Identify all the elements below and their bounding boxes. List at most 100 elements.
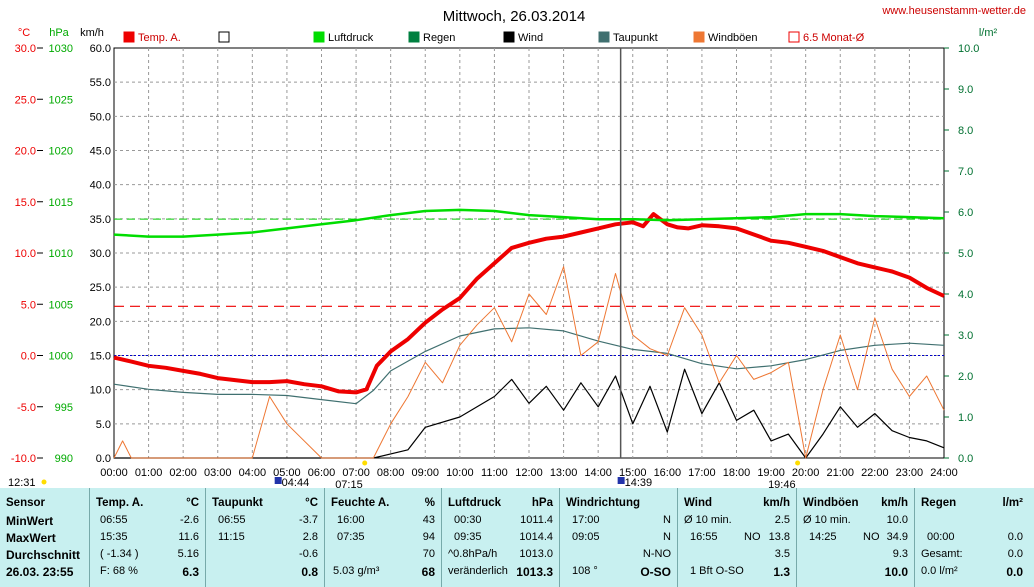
row-label-min: MinWert	[6, 514, 54, 528]
stats-col-gust: Windböen km/h Ø 10 min. 10.0 14:25 NO 34…	[796, 488, 914, 587]
tick-label-time: 04:00	[239, 467, 267, 479]
legend-label: Wind	[518, 32, 543, 44]
tick-label-wind: 25.0	[90, 282, 111, 294]
tick-label-pressure: 1005	[49, 299, 73, 311]
tick-label-pressure: 1010	[49, 248, 73, 260]
legend-label: Luftdruck	[328, 32, 374, 44]
wind-avg: 3.5	[774, 548, 790, 560]
stats-col-sensor: Sensor MinWert MaxWert Durchschnitt 26.0…	[0, 488, 88, 587]
tick-label-time: 17:00	[688, 467, 716, 479]
press-footer: veränderlich	[448, 565, 508, 577]
tick-label-pressure: 1025	[49, 94, 73, 106]
gust-min: 10.0	[886, 514, 908, 526]
stats-col-dew: Taupunkt °C 06:55 -3.7 11:15 2.8 -0.6 0.…	[205, 488, 324, 587]
rain-unit: l/m²	[1002, 497, 1023, 509]
sun-icon	[362, 460, 368, 466]
dir-header: Windrichtung	[566, 497, 640, 509]
tick-label-wind: 5.0	[96, 419, 111, 431]
series-lines	[113, 208, 945, 459]
tick-label-time: 13:00	[550, 467, 578, 479]
gust-unit: km/h	[881, 497, 908, 509]
tick-label-pressure: 1000	[49, 351, 73, 363]
tick-label-wind: 60.0	[90, 43, 111, 55]
tick-label-temp: 0.0	[21, 351, 36, 363]
press-max-time: 09:35	[454, 531, 482, 543]
legend: Temp. A. Luftdruck Regen Wind Taupunkt Windbö…	[123, 31, 865, 44]
time-markers: 04:44 07:15 14:39 19:46 12:31	[8, 48, 801, 488]
site-url[interactable]: www.heusenstamm-wetter.de	[882, 5, 1026, 17]
tick-label-temp: 10.0	[15, 248, 36, 260]
temp-max-time: 15:35	[100, 531, 128, 543]
tick-label-temp: 15.0	[15, 197, 36, 209]
stats-col-winddir: Windrichtung 17:00 N 09:05 N N-NO 108 ° …	[559, 488, 677, 587]
tick-label-wind: 0.0	[96, 453, 111, 465]
sun-icon	[41, 479, 47, 485]
stats-col-wind: Wind km/h Ø 10 min. 2.5 16:55 NO 13.8 3.…	[677, 488, 796, 587]
tick-label-wind: 30.0	[90, 248, 111, 260]
dir-avg: N-NO	[642, 548, 671, 560]
tick-label-time: 09:00	[411, 467, 439, 479]
press-header: Luftdruck	[448, 497, 502, 509]
tick-label-time: 12:00	[515, 467, 543, 479]
hum-min-time: 16:00	[337, 514, 365, 526]
dir-current: O-SO	[640, 565, 671, 579]
hum-unit: %	[424, 497, 435, 509]
hum-footer: 5.03 g/m³	[333, 565, 380, 577]
gust-max-time: 14:25	[809, 531, 837, 543]
gust-max: 34.9	[886, 531, 908, 543]
rain-header: Regen	[921, 497, 957, 509]
wind-unit: km/h	[763, 497, 790, 509]
tick-label-time: 06:00	[308, 467, 336, 479]
sun-icon	[795, 460, 801, 466]
tick-label-time: 19:00	[757, 467, 785, 479]
rain-footer: 0.0 l/m²	[921, 565, 958, 577]
legend-label: Taupunkt	[613, 32, 658, 44]
tick-label-time: 11:00	[481, 467, 508, 479]
hum-min: 43	[422, 514, 435, 526]
temp-footer: F: 68 %	[100, 565, 138, 577]
gust-current: 10.0	[884, 565, 908, 579]
axes: °C hPa km/h l/m² 60.0 55.0 50.0 45.0 40.0 35.0 30.…	[11, 27, 998, 479]
press-unit: hPa	[531, 497, 553, 509]
unit-pressure: hPa	[49, 27, 69, 39]
tick-label-temp: -5.0	[17, 402, 36, 414]
dir-max-time: 09:05	[572, 531, 600, 543]
tick-label-pressure: 990	[55, 453, 73, 465]
tick-label-time: 02:00	[169, 467, 197, 479]
tick-label-rain: 0.0	[958, 453, 973, 465]
press-max: 1014.4	[519, 531, 553, 543]
wind-max-dir: NO	[744, 531, 761, 543]
tick-label-wind: 40.0	[90, 180, 111, 192]
tick-label-temp: 30.0	[15, 43, 36, 55]
gust-min-time: Ø 10 min.	[803, 514, 851, 526]
tick-label-rain: 5.0	[958, 248, 973, 260]
press-trend: ^0.8hPa/h	[448, 548, 498, 560]
marker-label-sunset: 19:46	[768, 479, 796, 488]
dew-min: -3.7	[299, 514, 318, 526]
unit-wind: km/h	[80, 27, 104, 39]
dew-current: 0.8	[301, 565, 318, 579]
tick-label-time: 08:00	[377, 467, 405, 479]
dir-min-time: 17:00	[572, 514, 600, 526]
temp-avg: 5.16	[177, 548, 199, 560]
press-min-time: 00:30	[454, 514, 482, 526]
legend-swatch	[408, 31, 420, 43]
stats-footer-date: 26.03. 23:55	[6, 565, 74, 579]
legend-swatch	[218, 31, 230, 43]
marker-label-moonset: 04:44	[282, 477, 310, 488]
temp-avg-label: ( -1.34 )	[100, 548, 139, 560]
press-avg: 1013.0	[519, 548, 553, 560]
tick-label-wind: 15.0	[90, 351, 111, 363]
tick-label-rain: 4.0	[958, 289, 973, 301]
stats-col-pressure: Luftdruck hPa 00:30 1011.4 09:35 1014.4 …	[441, 488, 559, 587]
temp-current: 6.3	[182, 565, 199, 579]
series-temp-a-	[113, 212, 945, 395]
temp-min-time: 06:55	[100, 514, 128, 526]
legend-swatch	[788, 31, 800, 43]
temp-unit: °C	[186, 497, 199, 509]
grid	[114, 48, 944, 458]
tick-label-rain: 2.0	[958, 371, 973, 383]
hum-max: 94	[422, 531, 435, 543]
legend-label: Windböen	[708, 32, 758, 44]
stats-header-sensor: Sensor	[6, 497, 45, 509]
